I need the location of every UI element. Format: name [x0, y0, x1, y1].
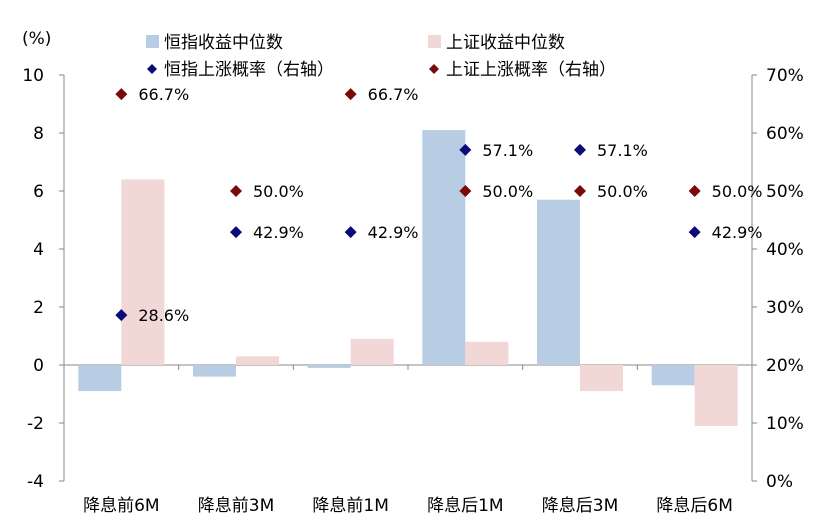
legend-marker [429, 64, 439, 74]
data-label: 42.9% [712, 223, 763, 242]
data-label: 66.7% [368, 85, 419, 104]
x-category-label: 降息后3M [542, 496, 618, 516]
marker-point [115, 88, 128, 101]
legend-swatch [428, 35, 441, 48]
bar [78, 365, 122, 392]
y-left-tick-label: 6 [33, 182, 44, 202]
bar [651, 365, 695, 386]
x-category-label: 降息后6M [656, 496, 732, 516]
markers: 28.6% 42.9% 42.9% 57.1% 57.1% 42.9% 66.7% 50.0%… [115, 85, 762, 325]
marker-point [344, 88, 357, 101]
data-label: 57.1% [597, 141, 648, 160]
legend-label: 上证上涨概率（右轴） [446, 60, 616, 80]
y-left-tick-label: 4 [33, 240, 44, 260]
marker-point [459, 185, 472, 197]
marker-point [230, 185, 242, 197]
bar [537, 199, 580, 365]
bar [193, 365, 236, 377]
marker-point [574, 185, 586, 197]
x-category-label: 降息前3M [198, 496, 274, 516]
data-label: 50.0% [253, 182, 304, 201]
marker-point [459, 143, 472, 156]
x-category-label: 降息后1M [427, 496, 503, 516]
y-unit-label: (%) [22, 29, 51, 49]
y-right-tick-label: 20% [766, 356, 804, 376]
legend-swatch [146, 35, 159, 48]
legend-marker [147, 64, 157, 74]
bar [465, 341, 509, 365]
legend-label: 上证收益中位数 [446, 33, 565, 53]
y-left-tick-label: -2 [27, 414, 44, 434]
y-right-tick-label: 0% [766, 472, 793, 492]
y-left-tick-label: 0 [33, 356, 44, 376]
y-right-tick-label: 10% [766, 414, 804, 434]
legend-label: 恒指上涨概率（右轴） [164, 60, 334, 80]
y-left-tick-label: 8 [33, 124, 44, 144]
data-label: 28.6% [138, 306, 189, 325]
x-category-label: 降息前6M [83, 496, 159, 516]
y-right-tick-label: 60% [766, 124, 804, 144]
y-right-tick-label: 50% [766, 182, 804, 202]
marker-point [688, 185, 701, 197]
bar [121, 179, 165, 365]
data-label: 42.9% [368, 223, 419, 242]
bar [422, 130, 466, 365]
bars [78, 130, 738, 426]
bar [580, 365, 623, 392]
y-left-tick-label: 10 [22, 66, 44, 86]
data-label: 42.9% [253, 223, 304, 242]
data-label: 57.1% [482, 141, 533, 160]
y-left-tick-label: 2 [33, 298, 44, 318]
x-category-label: 降息前1M [312, 496, 388, 516]
legend-label: 恒指收益中位数 [164, 33, 283, 53]
data-label: 50.0% [712, 182, 763, 201]
data-label: 66.7% [138, 85, 189, 104]
marker-point [230, 226, 242, 239]
y-right-tick-label: 40% [766, 240, 804, 260]
y-right-tick-label: 30% [766, 298, 804, 318]
bar [350, 338, 394, 365]
marker-point [115, 309, 128, 322]
bar [694, 365, 738, 426]
axes: 10 8 6 4 2 0 -2 -4 70% 60% 50% 40% 30% 20% 10% 0% 降息前6M 降… [22, 66, 803, 516]
marker-point [574, 143, 586, 156]
y-right-tick-label: 70% [766, 66, 804, 86]
marker-point [344, 226, 357, 239]
data-label: 50.0% [597, 182, 648, 201]
data-label: 50.0% [482, 182, 533, 201]
y-left-tick-label: -4 [27, 472, 44, 492]
bar [236, 356, 279, 365]
marker-point [688, 226, 701, 239]
bar [307, 365, 351, 368]
